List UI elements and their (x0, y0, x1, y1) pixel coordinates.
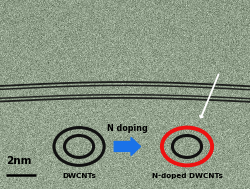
Text: DWCNTs: DWCNTs (62, 173, 96, 179)
FancyArrow shape (114, 138, 140, 155)
Text: N-doped DWCNTs: N-doped DWCNTs (151, 173, 222, 179)
Text: N doping: N doping (106, 124, 147, 133)
Text: 2nm: 2nm (6, 156, 32, 166)
